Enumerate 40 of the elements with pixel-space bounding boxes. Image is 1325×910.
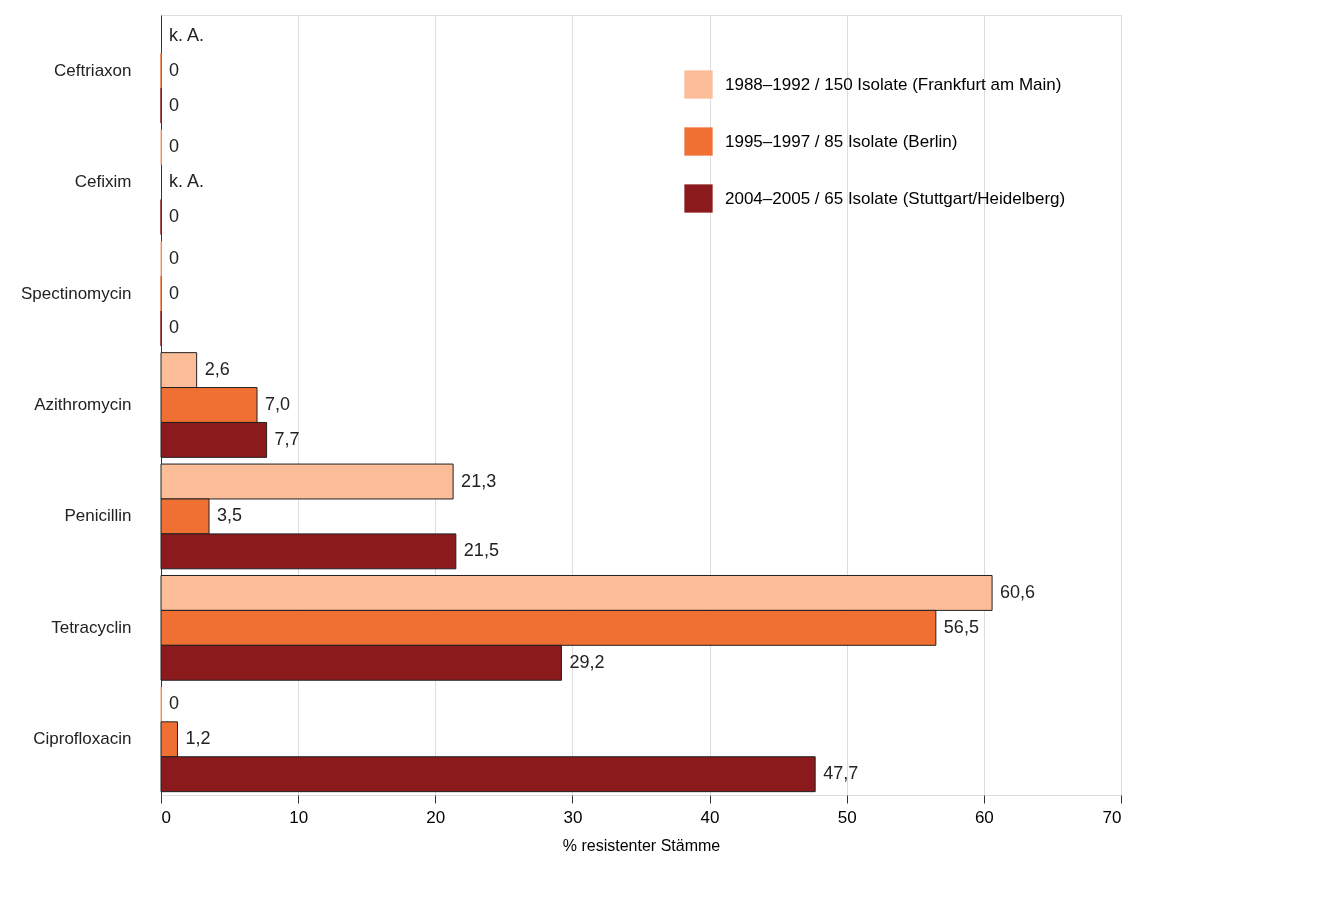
y-tick-label: Cefixim [74,172,132,192]
data-label: 7,7 [274,428,300,449]
y-tick-label: Azithromycin [34,395,132,414]
data-label: 21,5 [463,540,499,561]
x-tick-label: 10 [289,807,309,827]
data-label: 0 [169,206,180,227]
data-label: 56,5 [943,616,979,637]
legend-label: 1995–1997 / 85 Isolate (Berlin) [725,131,958,151]
x-tick-label: 0 [161,807,171,827]
data-label: 0 [169,247,180,268]
x-tick-label: 70 [1102,807,1122,827]
data-label: 0 [169,59,180,80]
y-tick-label: Tetracyclin [51,617,132,637]
data-label: 21,3 [461,470,497,491]
data-label: 0 [169,136,180,157]
x-tick-label: 20 [426,807,446,827]
x-tick-label: 40 [700,807,720,827]
data-label: 29,2 [569,651,605,672]
data-label: 0 [169,94,180,115]
data-label: 7,0 [265,394,291,414]
y-tick-label: Ceftriaxon [54,60,132,80]
data-label: 3,5 [217,505,243,526]
x-tick-label: 60 [974,807,994,827]
data-label: 2,6 [204,359,230,380]
data-label: 0 [169,317,180,338]
legend-label: 2004–2005 / 65 Isolate (Stuttgart/Heidelberg) [725,188,1066,208]
x-tick-label: 50 [837,807,857,827]
x-axis-title: % resistenter Stämme [562,836,721,854]
y-tick-label: Spectinomycin [20,283,132,303]
x-tick-label: 30 [563,807,583,827]
data-label: 1,2 [185,728,211,749]
text: k. A. [169,171,205,192]
y-tick-label: Penicillin [64,506,132,526]
data-label: 0 [169,693,180,714]
legend-label: 1988–1992 / 150 Isolate (Frankfurt am Main) [725,74,1062,94]
data-label: 0 [169,282,180,303]
data-label: 60,6 [1000,581,1036,602]
data-label: 47,7 [823,763,859,784]
text: k. A. [169,24,205,45]
y-tick-label: Ciprofloxacin [33,729,132,749]
